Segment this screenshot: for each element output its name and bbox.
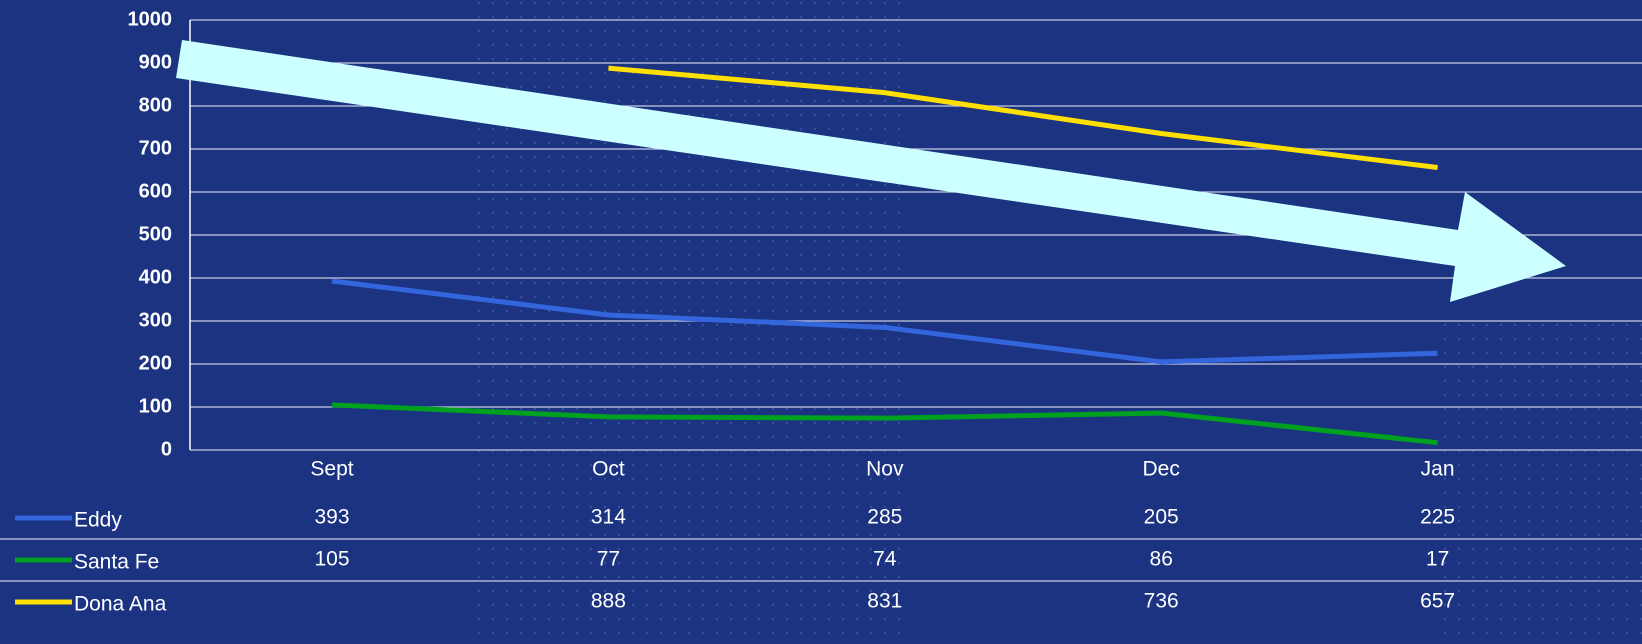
table-value: 657 bbox=[1420, 590, 1455, 613]
y-tick-label: 200 bbox=[139, 352, 172, 374]
table-value: 105 bbox=[314, 548, 349, 571]
series-line bbox=[331, 278, 1438, 365]
table-value: 736 bbox=[1144, 590, 1179, 613]
legend-label: Eddy bbox=[74, 509, 122, 532]
table-value: 17 bbox=[1426, 548, 1449, 571]
trend-arrow bbox=[176, 40, 1566, 302]
background-pattern bbox=[1440, 320, 1642, 644]
y-tick-label: 300 bbox=[139, 309, 172, 331]
table-value: 77 bbox=[597, 548, 620, 571]
y-tick-label: 400 bbox=[139, 266, 172, 288]
x-tick-label: Sept bbox=[310, 458, 353, 481]
series-line bbox=[331, 402, 1438, 446]
table-value: 86 bbox=[1150, 548, 1173, 571]
table-value: 225 bbox=[1420, 506, 1455, 529]
table-value: 831 bbox=[867, 590, 902, 613]
table-value: 393 bbox=[314, 506, 349, 529]
y-tick-label: 700 bbox=[139, 137, 172, 159]
x-tick-label: Nov bbox=[866, 458, 904, 481]
y-tick-label: 500 bbox=[139, 223, 172, 245]
y-tick-label: 900 bbox=[139, 51, 172, 73]
y-tick-label: 100 bbox=[139, 395, 172, 417]
table-value: 74 bbox=[873, 548, 897, 571]
plot-area: 0 100 200 300 400 500 600 700 800 900 1000 Sept Oct N… bbox=[0, 8, 1642, 616]
legend-label: Santa Fe bbox=[74, 551, 159, 574]
table-value: 205 bbox=[1144, 506, 1179, 529]
x-tick-label: Oct bbox=[592, 458, 625, 481]
table-value: 314 bbox=[591, 506, 626, 529]
legend-label: Dona Ana bbox=[74, 593, 167, 616]
y-tick-label: 0 bbox=[161, 438, 172, 460]
y-tick-label: 600 bbox=[139, 180, 172, 202]
x-tick-label: Jan bbox=[1421, 458, 1455, 481]
y-tick-label: 1000 bbox=[128, 8, 173, 30]
series-line bbox=[608, 65, 1438, 170]
table-value: 888 bbox=[591, 590, 626, 613]
table-value: 285 bbox=[867, 506, 902, 529]
x-tick-label: Dec bbox=[1143, 458, 1180, 481]
y-tick-label: 800 bbox=[139, 94, 172, 116]
